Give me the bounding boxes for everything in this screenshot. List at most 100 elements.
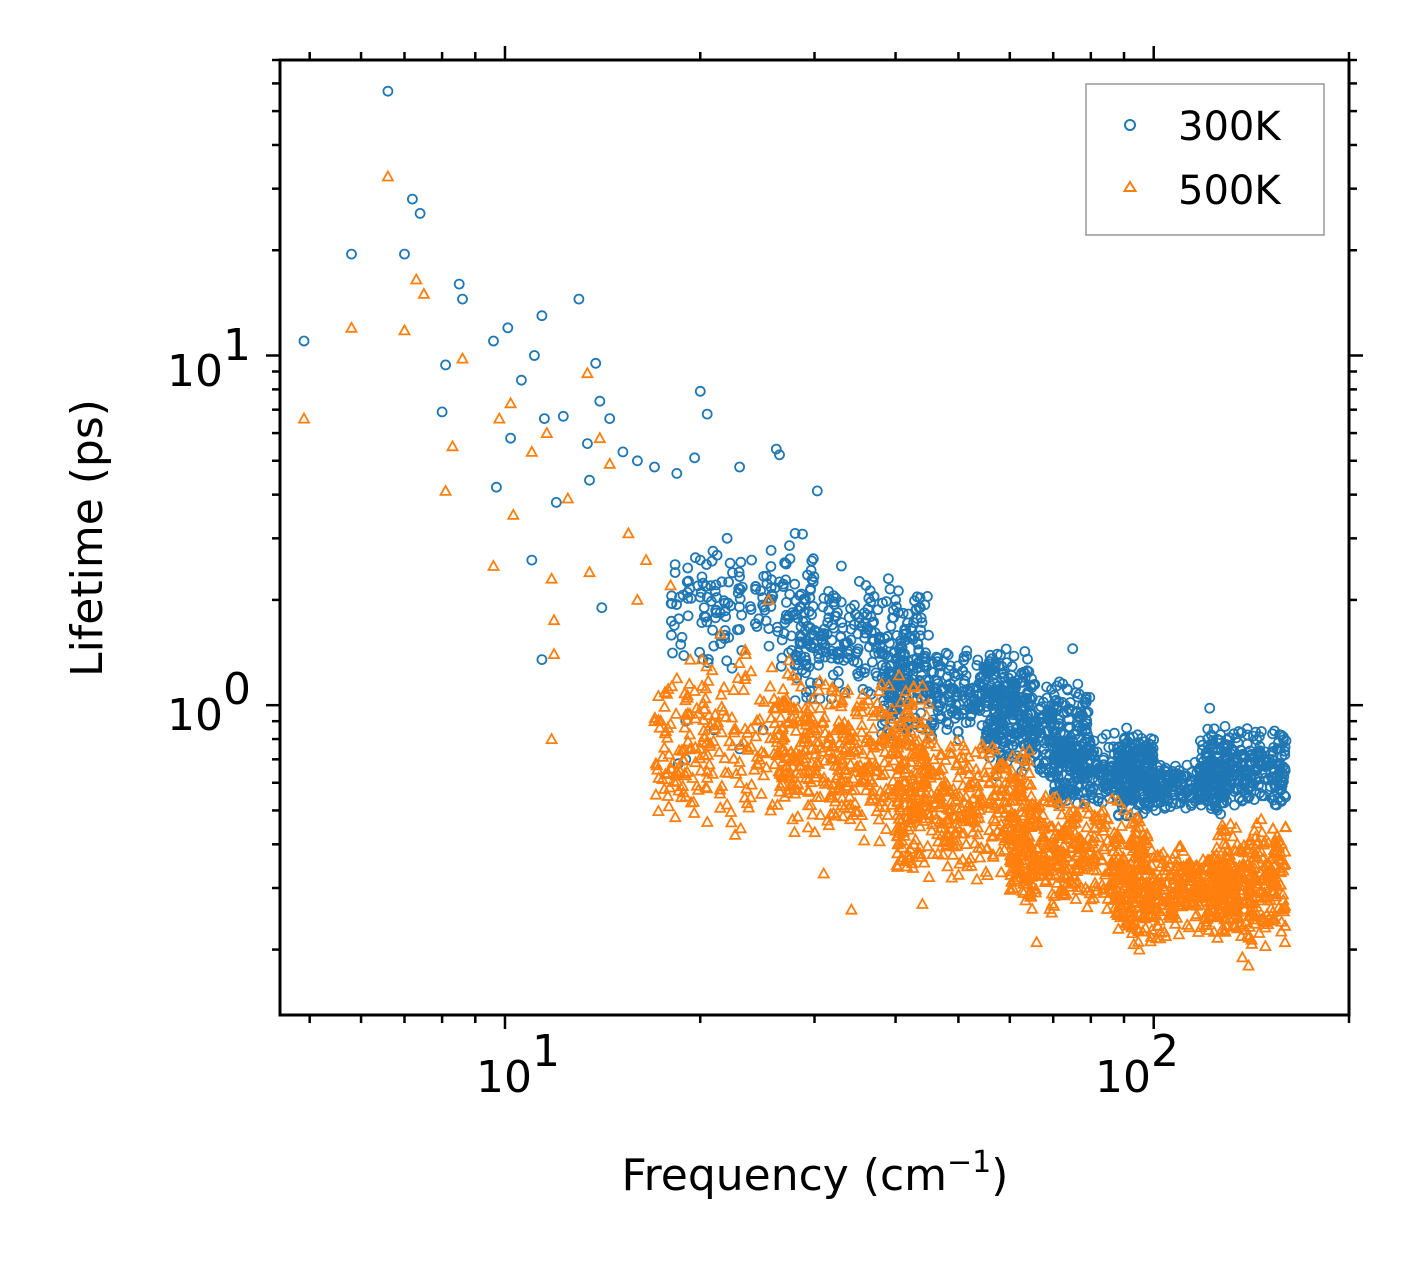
data-point-500k xyxy=(805,807,820,820)
data-point-500k xyxy=(812,735,826,747)
data-point-500k xyxy=(993,844,1007,857)
data-point-300k xyxy=(807,553,819,565)
data-point-300k xyxy=(823,612,835,624)
data-point-500k xyxy=(676,779,690,792)
data-point-300k xyxy=(745,604,757,615)
data-point-300k xyxy=(715,638,726,649)
data-point-500k xyxy=(971,820,985,833)
data-point-500k xyxy=(1267,867,1282,880)
data-point-300k xyxy=(859,627,871,639)
data-point-300k xyxy=(671,467,683,479)
data-point-500k xyxy=(1254,812,1268,825)
data-point-500k xyxy=(1140,858,1154,871)
data-point-500k xyxy=(916,795,931,808)
data-point-300k xyxy=(883,573,894,585)
data-point-500k xyxy=(849,704,863,717)
data-point-500k xyxy=(1025,877,1039,890)
data-point-300k xyxy=(765,545,777,556)
data-point-500k xyxy=(1014,751,1028,764)
data-point-500k xyxy=(780,768,795,781)
data-point-500k xyxy=(1101,865,1115,877)
data-point-500k xyxy=(980,868,995,880)
data-point-300k xyxy=(885,620,897,632)
data-point-300k xyxy=(791,654,803,666)
data-point-300k xyxy=(694,385,706,397)
data-point-500k xyxy=(966,825,980,838)
data-point-300k xyxy=(753,613,765,625)
data-point-300k xyxy=(1236,751,1248,763)
data-point-300k xyxy=(943,664,955,676)
data-point-500k xyxy=(1100,902,1114,914)
data-point-300k xyxy=(1030,725,1042,736)
data-point-500k xyxy=(837,800,851,813)
y-tick-label-1: 10 0 xyxy=(167,664,251,741)
data-point-500k xyxy=(878,745,892,757)
data-point-500k xyxy=(828,696,843,709)
data-point-500k xyxy=(1164,885,1179,898)
data-point-500k xyxy=(1175,882,1189,895)
data-point-500k xyxy=(854,699,868,711)
data-point-300k xyxy=(709,585,721,597)
data-point-300k xyxy=(860,580,872,591)
legend-label-300k: 300K xyxy=(1178,104,1282,150)
data-point-500k xyxy=(672,743,686,756)
data-point-500k xyxy=(1252,926,1266,938)
data-point-500k xyxy=(1153,904,1167,917)
data-point-500k xyxy=(1219,912,1233,925)
data-point-300k xyxy=(876,642,888,654)
data-point-300k xyxy=(1203,792,1214,803)
data-point-300k xyxy=(882,630,894,642)
data-point-300k xyxy=(1208,723,1220,735)
data-point-300k xyxy=(1272,743,1284,755)
data-point-500k xyxy=(655,772,669,785)
data-point-300k xyxy=(1119,757,1131,769)
data-point-500k xyxy=(1007,872,1021,885)
data-point-300k xyxy=(502,322,514,334)
data-point-500k xyxy=(835,790,849,803)
data-point-500k xyxy=(1096,803,1110,816)
data-point-500k xyxy=(1029,885,1043,898)
data-point-300k xyxy=(893,585,904,597)
data-point-300k xyxy=(822,617,834,628)
data-point-500k xyxy=(1076,855,1090,867)
data-point-300k xyxy=(1270,780,1282,792)
data-point-500k xyxy=(699,659,714,672)
data-point-500k xyxy=(1230,889,1244,901)
data-point-500k xyxy=(800,703,814,716)
data-point-500k xyxy=(775,743,790,756)
data-point-500k xyxy=(843,732,857,745)
data-point-500k xyxy=(1030,935,1044,948)
data-point-300k xyxy=(1099,780,1111,792)
data-point-500k xyxy=(1036,830,1051,843)
data-point-300k xyxy=(1130,759,1141,770)
data-point-500k xyxy=(951,770,965,783)
data-point-500k xyxy=(915,850,929,862)
data-point-500k xyxy=(657,740,671,753)
data-point-500k xyxy=(935,747,949,760)
data-point-500k xyxy=(906,861,920,873)
data-point-300k xyxy=(710,612,721,624)
data-point-500k xyxy=(1018,758,1033,771)
data-point-500k xyxy=(745,777,759,790)
data-point-500k xyxy=(1268,877,1282,890)
data-point-500k xyxy=(1232,871,1247,883)
data-point-500k xyxy=(846,808,860,820)
data-point-500k xyxy=(699,681,713,694)
data-point-500k xyxy=(1273,861,1287,874)
data-point-500k xyxy=(897,706,912,719)
data-point-500k xyxy=(1114,866,1128,878)
data-point-500k xyxy=(694,763,708,776)
data-point-500k xyxy=(1020,840,1034,853)
data-point-500k xyxy=(698,730,712,742)
data-point-500k xyxy=(1021,776,1035,789)
data-point-500k xyxy=(670,774,684,787)
data-point-300k xyxy=(964,683,976,694)
data-point-500k xyxy=(696,696,710,709)
data-point-300k xyxy=(857,683,869,695)
data-point-500k xyxy=(825,683,839,695)
data-point-500k xyxy=(738,790,752,803)
data-point-300k xyxy=(733,566,745,578)
data-point-300k xyxy=(1154,772,1165,784)
data-point-500k xyxy=(925,823,939,836)
data-point-300k xyxy=(961,645,973,657)
